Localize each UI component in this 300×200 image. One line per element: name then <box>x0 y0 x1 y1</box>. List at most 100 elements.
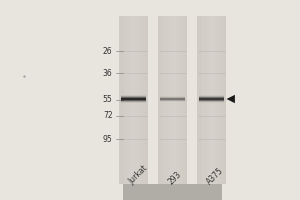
Bar <box>182 16 183 184</box>
Bar <box>200 16 201 184</box>
Bar <box>121 96 146 97</box>
Bar <box>176 16 177 184</box>
Bar <box>199 98 224 99</box>
Bar <box>159 16 160 184</box>
Bar <box>209 16 210 184</box>
Bar <box>216 16 217 184</box>
Bar <box>121 100 146 101</box>
Bar <box>130 16 131 184</box>
Bar <box>185 16 186 184</box>
Text: 26: 26 <box>103 46 112 55</box>
Bar <box>138 16 139 184</box>
Bar <box>199 95 224 96</box>
Bar <box>202 16 203 184</box>
Bar <box>161 16 162 184</box>
Bar <box>141 16 142 184</box>
Bar <box>125 16 126 184</box>
Bar <box>199 97 224 98</box>
Bar <box>143 16 144 184</box>
Bar <box>169 16 170 184</box>
Bar <box>210 16 211 184</box>
Bar <box>207 16 208 184</box>
Text: Jurkat: Jurkat <box>127 164 149 186</box>
Bar <box>135 16 136 184</box>
Bar <box>220 16 221 184</box>
Text: A375: A375 <box>205 166 226 186</box>
Bar <box>136 16 137 184</box>
Bar <box>140 16 141 184</box>
Bar <box>212 16 213 184</box>
Bar <box>170 16 171 184</box>
Bar <box>160 16 161 184</box>
Bar <box>214 16 215 184</box>
Bar <box>218 16 219 184</box>
Bar <box>204 16 206 184</box>
Bar <box>175 16 176 184</box>
Bar <box>219 16 220 184</box>
Bar <box>146 16 147 184</box>
Bar <box>162 16 163 184</box>
Text: 95: 95 <box>103 134 112 144</box>
Bar <box>145 16 146 184</box>
Bar <box>174 16 175 184</box>
Bar <box>131 16 132 184</box>
Bar <box>129 16 130 184</box>
Bar <box>121 95 146 96</box>
Bar <box>147 16 148 184</box>
Bar <box>165 16 166 184</box>
Bar <box>126 16 128 184</box>
Bar <box>222 16 223 184</box>
Bar <box>184 16 185 184</box>
Bar <box>168 16 169 184</box>
Bar <box>215 16 216 184</box>
Bar <box>223 16 224 184</box>
Bar <box>201 16 202 184</box>
Bar <box>124 16 125 184</box>
Bar <box>121 101 146 102</box>
Bar <box>198 16 199 184</box>
Bar <box>199 99 224 100</box>
Bar <box>123 16 124 184</box>
Bar <box>180 16 181 184</box>
Bar <box>121 16 122 184</box>
Bar <box>183 16 184 184</box>
Bar <box>199 100 224 101</box>
Polygon shape <box>226 95 235 103</box>
Bar <box>178 16 180 184</box>
Bar <box>121 102 146 103</box>
Bar <box>167 16 168 184</box>
Bar <box>211 16 212 184</box>
Bar <box>142 16 143 184</box>
Bar <box>171 16 172 184</box>
Bar <box>173 16 174 184</box>
Bar <box>121 98 146 99</box>
Bar <box>139 16 140 184</box>
Bar <box>132 16 133 184</box>
Bar <box>144 16 145 184</box>
Text: 55: 55 <box>103 96 112 104</box>
Bar <box>137 16 138 184</box>
Bar <box>163 16 164 184</box>
Text: 72: 72 <box>103 112 112 120</box>
Bar <box>199 102 224 103</box>
Bar <box>122 16 123 184</box>
Bar <box>213 16 214 184</box>
Bar <box>123 184 222 200</box>
Bar <box>119 16 148 184</box>
Bar <box>221 16 222 184</box>
Bar <box>177 16 178 184</box>
Bar <box>172 16 173 184</box>
Bar <box>186 16 187 184</box>
Bar <box>224 16 225 184</box>
Bar <box>158 16 187 184</box>
Bar <box>217 16 218 184</box>
Text: 36: 36 <box>103 68 112 77</box>
Bar <box>225 16 226 184</box>
Bar <box>199 96 224 97</box>
Bar <box>206 16 207 184</box>
Bar <box>199 101 224 102</box>
Bar <box>197 16 226 184</box>
Bar <box>120 16 121 184</box>
Bar <box>181 16 182 184</box>
Bar <box>128 16 129 184</box>
